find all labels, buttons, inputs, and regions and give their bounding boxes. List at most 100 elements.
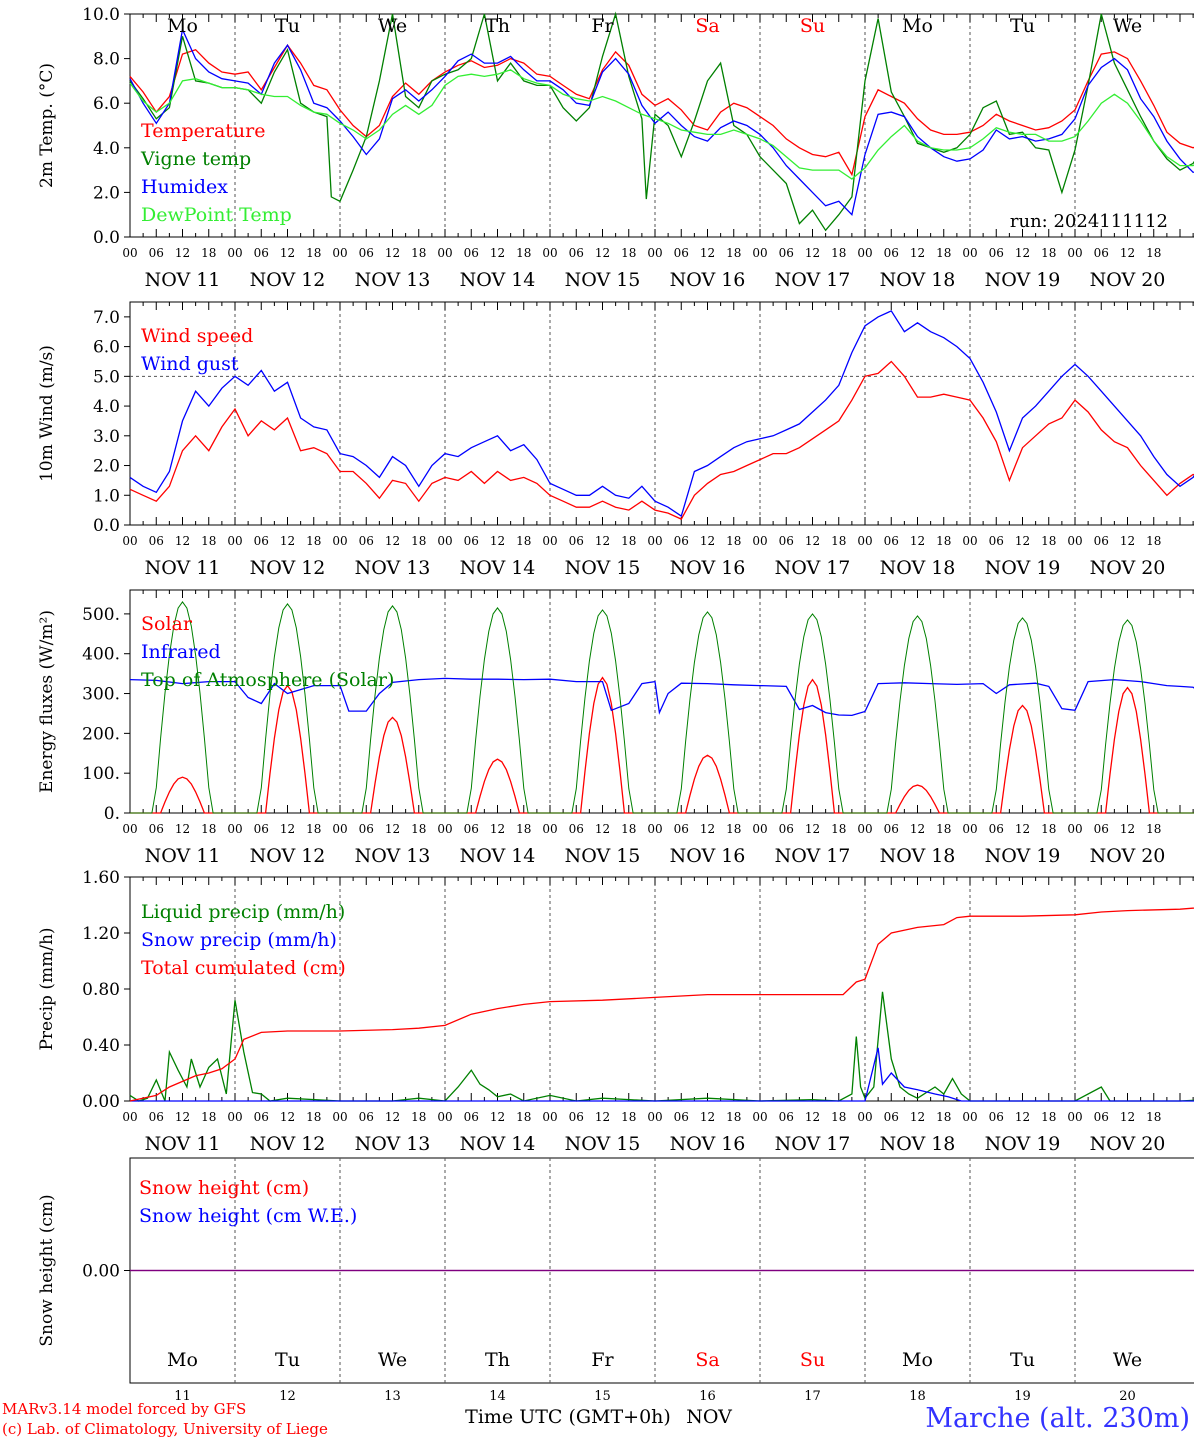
day-label: NOV 15 (565, 269, 641, 291)
lab-credit: (c) Lab. of Climatology, University of L… (2, 1420, 328, 1438)
day-label: NOV 14 (460, 557, 536, 579)
hour-tick-label: 12 (175, 822, 190, 836)
day-label: NOV 16 (670, 1133, 746, 1155)
day-label: NOV 19 (985, 269, 1061, 291)
legend-entry: Liquid precip (mm/h) (141, 901, 345, 923)
hour-tick-label: 12 (805, 1110, 820, 1124)
hour-tick-label: 12 (805, 246, 820, 260)
legend-entry: Snow height (cm W.E.) (139, 1205, 357, 1227)
day-label: NOV 12 (250, 269, 326, 291)
hour-tick-label: 12 (910, 1110, 925, 1124)
hour-tick-label: 12 (1120, 1110, 1135, 1124)
day-label: NOV 15 (565, 1133, 641, 1155)
hour-tick-label: 00 (332, 534, 347, 548)
hour-tick-label: 18 (201, 534, 216, 548)
weekday-label: We (1113, 15, 1142, 37)
hour-tick-label: 06 (1094, 822, 1109, 836)
y-tick-label: 500. (82, 605, 120, 625)
day-label: NOV 14 (460, 1133, 536, 1155)
hour-tick-label: 12 (1015, 1110, 1030, 1124)
legend-entry: Snow height (cm) (139, 1177, 309, 1199)
legend-entry: Wind speed (141, 325, 253, 347)
day-label: NOV 20 (1090, 845, 1166, 867)
hour-tick-label: 06 (359, 534, 374, 548)
legend-entry: Total cumulated (cm) (141, 957, 346, 979)
hour-tick-label: 06 (674, 822, 689, 836)
day-number: 14 (489, 1389, 506, 1404)
series-line-top-of-atmosphere-solar- (130, 601, 1194, 814)
hour-tick-label: 00 (752, 1110, 767, 1124)
hour-tick-label: 18 (516, 246, 531, 260)
hour-tick-label: 06 (359, 822, 374, 836)
hour-tick-label: 12 (175, 246, 190, 260)
hour-tick-label: 12 (490, 534, 505, 548)
hour-tick-label: 00 (1067, 246, 1082, 260)
hour-tick-label: 06 (149, 1110, 164, 1124)
hour-tick-label: 18 (306, 246, 321, 260)
hour-tick-label: 18 (1041, 534, 1056, 548)
hour-tick-label: 00 (122, 822, 137, 836)
day-label: NOV 18 (880, 557, 956, 579)
hour-tick-label: 12 (595, 534, 610, 548)
legend-entry: Infrared (141, 641, 221, 663)
hour-tick-label: 12 (1120, 534, 1135, 548)
hour-tick-label: 00 (542, 246, 557, 260)
hour-tick-label: 18 (516, 822, 531, 836)
hour-tick-label: 12 (175, 1110, 190, 1124)
hour-tick-label: 06 (884, 246, 899, 260)
weekday-label: Fr (591, 15, 614, 37)
hour-tick-label: 18 (726, 1110, 741, 1124)
y-tick-label: 4.0 (93, 139, 120, 159)
hour-tick-label: 12 (490, 822, 505, 836)
hour-tick-label: 18 (831, 246, 846, 260)
hour-tick-label: 12 (700, 246, 715, 260)
series-line-total-cumulated-cm- (129, 907, 1194, 1102)
hour-tick-label: 06 (989, 246, 1004, 260)
y-tick-label: 4.0 (93, 397, 120, 417)
run-label: run: 2024111112 (1010, 211, 1168, 232)
hour-tick-label: 12 (700, 1110, 715, 1124)
hour-tick-label: 12 (175, 534, 190, 548)
day-label: NOV 17 (775, 1133, 851, 1155)
hour-tick-label: 00 (227, 1110, 242, 1124)
hour-tick-label: 12 (595, 822, 610, 836)
day-label: NOV 13 (355, 557, 431, 579)
weekday-label: Mo (167, 1349, 198, 1371)
hour-tick-label: 06 (1094, 534, 1109, 548)
hour-tick-label: 18 (1146, 822, 1161, 836)
day-number: 13 (384, 1389, 401, 1404)
series-line-dewpoint-temp (129, 69, 1194, 180)
hour-tick-label: 00 (962, 246, 977, 260)
hour-tick-label: 06 (989, 1110, 1004, 1124)
day-label: NOV 12 (250, 845, 326, 867)
day-label: NOV 15 (565, 845, 641, 867)
y-tick-label: 0.0 (93, 228, 120, 248)
hour-tick-label: 06 (674, 1110, 689, 1124)
hour-tick-label: 06 (779, 1110, 794, 1124)
hour-tick-label: 06 (779, 246, 794, 260)
hour-tick-label: 18 (306, 822, 321, 836)
hour-tick-label: 00 (857, 1110, 872, 1124)
hour-tick-label: 12 (805, 534, 820, 548)
y-tick-label: 5.0 (93, 367, 120, 387)
hour-tick-label: 18 (726, 534, 741, 548)
day-label: NOV 17 (775, 557, 851, 579)
series-line-vigne-temp (129, 11, 1194, 232)
hour-tick-label: 00 (857, 822, 872, 836)
hour-tick-label: 06 (149, 534, 164, 548)
y-tick-label: 10.0 (82, 5, 120, 25)
hour-tick-label: 12 (700, 822, 715, 836)
weekday-label: Mo (902, 15, 933, 37)
y-tick-label: 8.0 (93, 50, 120, 70)
hour-tick-label: 12 (1120, 822, 1135, 836)
hour-tick-label: 18 (516, 1110, 531, 1124)
day-label: NOV 11 (145, 845, 221, 867)
hour-tick-label: 06 (569, 822, 584, 836)
day-number: 15 (594, 1389, 611, 1404)
weekday-label: We (378, 15, 407, 37)
hour-tick-label: 12 (1015, 246, 1030, 260)
legend-entry: DewPoint Temp (141, 204, 292, 226)
panel-temp: 00 06 12 18 00 06 12 18 00 06 12 18 00 06 12 18 00 06 12 18… (37, 5, 1194, 291)
hour-tick-label: 12 (385, 822, 400, 836)
